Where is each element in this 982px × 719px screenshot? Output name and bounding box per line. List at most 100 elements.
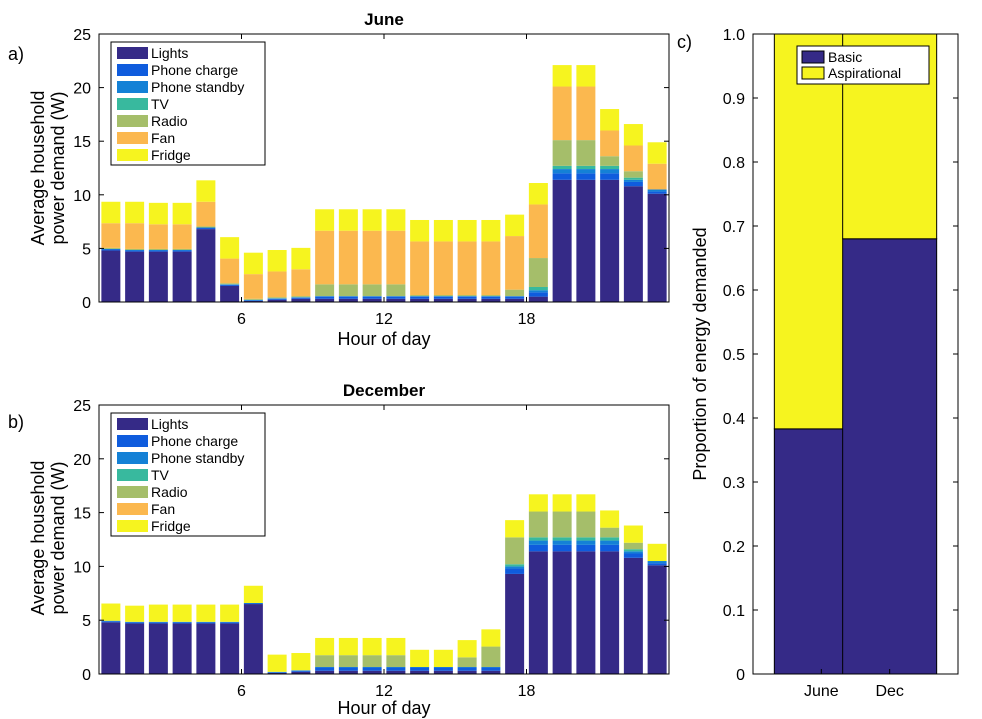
- panel-a-bar-segment: [220, 284, 240, 285]
- panel-a-bar-segment: [291, 247, 311, 270]
- panel-a-bar-segment: [125, 251, 145, 302]
- panel-b-bar-segment: [552, 551, 572, 674]
- panel-a-ytick-label: 10: [73, 188, 91, 205]
- panel-a-legend-swatch: [117, 132, 148, 144]
- panel-b-bar-segment: [291, 670, 311, 672]
- panel-a-bar-segment: [386, 298, 406, 302]
- panel-a-ytick-label: 0: [82, 295, 91, 312]
- panel-a-bar-segment: [647, 142, 667, 164]
- panel-a-bar-segment: [220, 283, 240, 285]
- panel-a-bar-segment: [125, 248, 145, 251]
- panel-b-bar-segment: [552, 511, 572, 538]
- panel-a-bar-segment: [481, 298, 501, 302]
- panel-a-bar-segment: [291, 298, 311, 302]
- panel-a-bar-segment: [623, 145, 643, 172]
- panel-a-bar-segment: [433, 296, 453, 299]
- panel-c-legend-swatch: [801, 66, 825, 80]
- panel-a-bar-segment: [600, 130, 620, 157]
- panel-a-bar-segment: [101, 249, 121, 251]
- panel-b-bar-segment: [101, 621, 121, 623]
- panel-c-ytick-label: 0: [736, 667, 745, 684]
- panel-b-bar-segment: [196, 621, 216, 623]
- panel-b-title: December: [343, 381, 426, 400]
- panel-a-bar-segment: [600, 156, 620, 166]
- panel-a-bar-segment: [291, 269, 311, 297]
- panel-b-bar-segment: [433, 667, 453, 668]
- panel-b-bar-segment: [101, 603, 121, 621]
- panel-b-ytick-label: 10: [73, 559, 91, 576]
- panel-c-legend-label: Basic: [828, 49, 862, 65]
- panel-a-bar-segment: [220, 258, 240, 284]
- panel-b-bar-segment: [362, 667, 382, 668]
- panel-b-legend-swatch: [117, 520, 148, 532]
- panel-a-legend-label: Lights: [151, 45, 188, 61]
- panel-a-bar-segment: [196, 180, 216, 202]
- panel-b-bar-segment: [433, 670, 453, 674]
- panel-a-bar-segment: [600, 173, 620, 180]
- panel-a-bar-segment: [386, 209, 406, 231]
- panel-b-bar-segment: [338, 667, 358, 671]
- panel-b-ytick-label: 0: [82, 667, 91, 684]
- panel-b-bar-segment: [457, 640, 477, 658]
- panel-b-bar-segment: [220, 604, 240, 622]
- panel-a-bar-segment: [481, 219, 501, 242]
- panel-b-legend-swatch: [117, 469, 148, 481]
- panel-a-bar-segment: [148, 250, 168, 251]
- panel-b-bar-segment: [457, 657, 477, 668]
- panel-b-bar-segment: [148, 622, 168, 624]
- panel-a-ytick-label: 15: [73, 134, 91, 151]
- panel-c-ytick-label: 0.5: [723, 347, 745, 364]
- panel-a-bar-segment: [528, 290, 548, 293]
- panel-b-ytick-label: 5: [82, 613, 91, 630]
- panel-b-bar-segment: [481, 667, 501, 668]
- panel-a-bar-segment: [457, 241, 477, 296]
- panel-b-bar-segment: [528, 551, 548, 674]
- panel-a-bar-segment: [338, 230, 358, 285]
- panel-c-ylabel: Proportion of energy demanded: [690, 227, 710, 480]
- panel-a-bar-segment: [243, 274, 263, 299]
- panel-a-xtick-label: 12: [375, 311, 393, 328]
- panel-a-legend-swatch: [117, 47, 148, 59]
- panel-a-bar-segment: [410, 296, 430, 297]
- panel-a-bar-segment: [576, 169, 596, 174]
- panel-b-bar-segment: [600, 537, 620, 541]
- panel-a-legend-label: Phone charge: [151, 62, 238, 78]
- panel-b-bar-segment: [338, 655, 358, 668]
- panel-b-legend-swatch: [117, 486, 148, 498]
- panel-a-bar-segment: [600, 169, 620, 174]
- panel-a-bar-segment: [101, 250, 121, 302]
- panel-a-bar-segment: [267, 271, 287, 298]
- panel-a-bar-segment: [243, 298, 263, 300]
- panel-b-legend-label: Phone standby: [151, 450, 244, 466]
- panel-a-bar-segment: [243, 300, 263, 301]
- panel-a-bar-segment: [315, 284, 335, 297]
- panel-a-bar-segment: [315, 298, 335, 302]
- panel-a-bar-segment: [220, 285, 240, 302]
- panel-a-bar-segment: [243, 299, 263, 301]
- panel-b-bar-segment: [267, 654, 287, 672]
- panel-b-label: b): [8, 412, 24, 432]
- panel-a-bar-segment: [148, 250, 168, 252]
- panel-a-bar-segment: [647, 163, 667, 190]
- panel-a-legend-swatch: [117, 64, 148, 76]
- panel-a-bar-segment: [528, 258, 548, 287]
- panel-a-bar-segment: [148, 248, 168, 251]
- panel-a-ytick-label: 25: [73, 27, 91, 44]
- panel-b-bar-segment: [481, 629, 501, 647]
- panel-a-bar-segment: [576, 65, 596, 87]
- panel-b-bar-segment: [623, 553, 643, 558]
- panel-b-bar-segment: [386, 667, 406, 671]
- panel-a: a) June Average household power demand (W…: [8, 10, 670, 349]
- panel-a-bar-segment: [410, 241, 430, 296]
- panel-a-bar-segment: [623, 124, 643, 146]
- panel-a-ylabel-line1: Average household: [28, 91, 48, 246]
- panel-b-bar-segment: [220, 622, 240, 624]
- panel-b-ytick-label: 20: [73, 452, 91, 469]
- panel-b-bar-segment: [623, 549, 643, 552]
- panel-a-bar-segment: [410, 219, 430, 242]
- panel-a-bar-segment: [552, 169, 572, 174]
- panel-a-legend-label: Fridge: [151, 147, 191, 163]
- panel-a-bar-segment: [433, 219, 453, 242]
- panel-a-bar-segment: [267, 299, 287, 302]
- panel-b-legend-swatch: [117, 435, 148, 447]
